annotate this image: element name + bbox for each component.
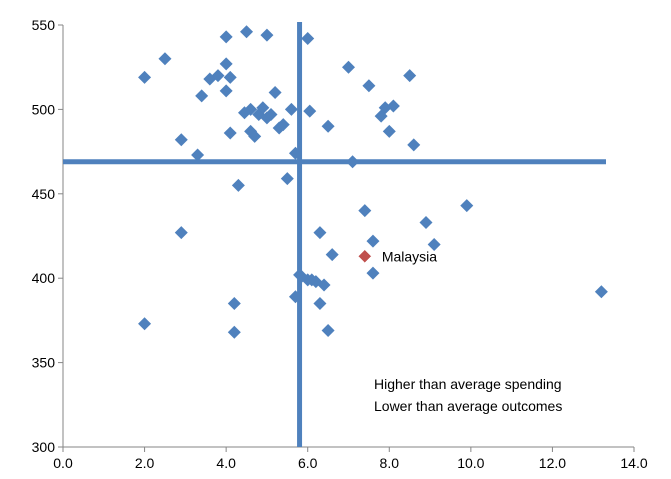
data-point xyxy=(231,178,245,192)
axes xyxy=(62,25,634,448)
x-tick-label: 2.0 xyxy=(135,455,155,471)
data-point xyxy=(223,126,237,140)
y-tick-label: 350 xyxy=(32,355,56,371)
data-point xyxy=(227,297,241,311)
x-tick-label: 6.0 xyxy=(298,455,318,471)
y-tick-label: 500 xyxy=(32,101,56,117)
highlight-point xyxy=(357,249,372,264)
data-point xyxy=(174,133,188,147)
data-point xyxy=(382,124,396,138)
x-axis-ticks: 0.0 2.0 4.0 6.0 8.0 10.0 12.0 14.0 xyxy=(53,447,648,471)
data-point xyxy=(138,70,152,84)
highlight-label: Malaysia xyxy=(382,248,437,264)
data-points xyxy=(138,25,608,339)
annotation-line-1: Higher than average spending xyxy=(374,376,562,392)
highlight-group: Malaysia xyxy=(357,248,437,264)
data-point xyxy=(158,52,172,66)
data-point xyxy=(223,70,237,84)
data-point xyxy=(407,138,421,152)
data-point xyxy=(219,57,233,71)
x-tick-label: 10.0 xyxy=(457,455,484,471)
data-point xyxy=(419,215,433,229)
data-point xyxy=(284,102,298,116)
data-point xyxy=(260,28,274,42)
data-point xyxy=(321,324,335,338)
y-tick-label: 300 xyxy=(32,439,56,455)
data-point xyxy=(174,226,188,240)
data-point xyxy=(264,107,278,121)
data-point xyxy=(301,32,315,46)
data-point xyxy=(317,278,331,292)
data-point xyxy=(460,199,474,213)
data-point xyxy=(219,84,233,98)
y-tick-label: 450 xyxy=(32,186,56,202)
data-point xyxy=(138,317,152,331)
x-tick-label: 8.0 xyxy=(380,455,400,471)
x-tick-label: 4.0 xyxy=(216,455,236,471)
data-point xyxy=(276,118,290,132)
average-lines xyxy=(63,22,606,447)
data-point xyxy=(280,172,294,186)
data-point xyxy=(358,204,372,218)
data-point xyxy=(594,285,608,299)
data-point xyxy=(244,102,258,116)
data-point xyxy=(195,89,209,103)
data-point xyxy=(366,234,380,248)
data-point xyxy=(227,325,241,339)
data-point xyxy=(386,99,400,113)
data-point xyxy=(366,266,380,280)
y-tick-label: 550 xyxy=(32,17,56,33)
data-point xyxy=(268,86,282,100)
data-point xyxy=(342,60,355,74)
x-tick-label: 14.0 xyxy=(620,455,647,471)
data-point xyxy=(248,129,262,143)
data-point xyxy=(362,79,376,93)
data-point xyxy=(313,226,327,240)
data-point xyxy=(313,297,327,311)
annotation-line-2: Lower than average outcomes xyxy=(374,398,562,414)
data-point xyxy=(325,248,339,262)
data-point xyxy=(219,30,233,44)
data-point xyxy=(427,237,441,251)
data-point xyxy=(191,148,205,162)
y-axis-ticks: 300 350 400 450 500 550 xyxy=(32,17,63,455)
data-point xyxy=(211,69,225,83)
data-point xyxy=(240,25,254,39)
data-point xyxy=(303,104,317,118)
data-point xyxy=(321,119,335,133)
x-tick-label: 0.0 xyxy=(53,455,73,471)
data-point xyxy=(256,101,270,115)
x-tick-label: 12.0 xyxy=(539,455,566,471)
y-tick-label: 400 xyxy=(32,270,56,286)
data-point xyxy=(403,69,417,83)
